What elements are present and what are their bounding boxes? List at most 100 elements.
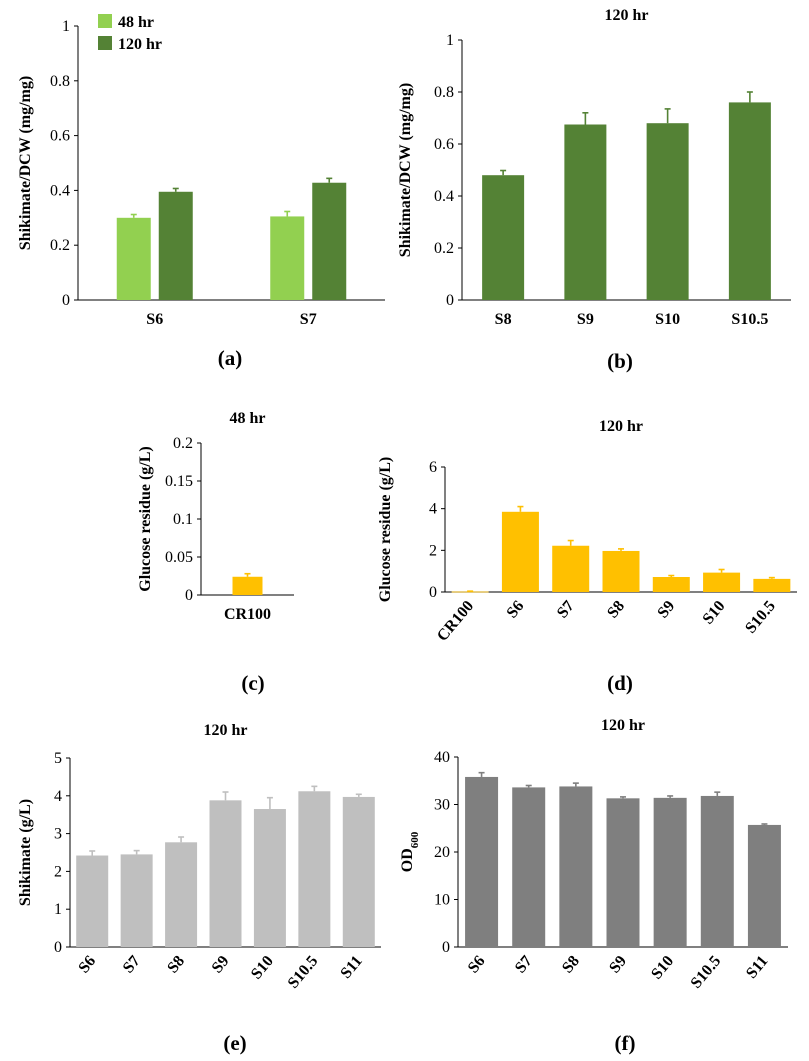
x-category-label: S9 (577, 311, 594, 328)
x-category-label: S9 (654, 598, 678, 622)
bar (646, 123, 689, 300)
bar (559, 786, 593, 947)
bar (165, 842, 198, 947)
bar (270, 216, 305, 300)
legend-label: 120 hr (118, 36, 162, 53)
x-category-label: S6 (75, 953, 99, 977)
x-category-label: S11 (743, 953, 771, 982)
y-tick-label: 3 (54, 826, 62, 843)
bar (120, 854, 153, 947)
x-category-label: S6 (504, 598, 528, 622)
x-category-label: S10 (655, 311, 680, 328)
bar (298, 791, 331, 947)
y-tick-label: 0 (62, 292, 70, 309)
bar (564, 124, 607, 300)
y-tick-label: 1 (446, 32, 454, 49)
y-tick-label: 4 (429, 501, 437, 518)
y-tick-label: 2 (54, 863, 62, 880)
y-tick-label: 0.2 (173, 435, 193, 452)
x-category-label: S6 (146, 311, 163, 328)
x-category-label: S8 (164, 953, 188, 977)
panel-label: (c) (241, 671, 264, 695)
chart-panel-e: 120 hr 0 1 2 3 4 5 Shikimate (g/L) S6 S7 S8 S9 S10 S1… (17, 722, 381, 1055)
y-tick-label: 10 (434, 892, 450, 909)
y-tick-label: 0.8 (434, 84, 454, 101)
bar (700, 795, 734, 947)
panel-label: (b) (607, 349, 633, 373)
y-axis-label: Glucose residue (g/L) (377, 457, 394, 602)
x-category-label: S10 (648, 953, 677, 983)
chart-title: 48 hr (230, 410, 266, 427)
y-tick-label: 0.6 (50, 128, 70, 145)
legend-swatch (98, 36, 112, 50)
y-axis-label: Shikimate/DCW (mg/mg) (17, 76, 34, 250)
y-tick-label: 0 (429, 584, 437, 601)
chart-title: 120 hr (605, 7, 649, 24)
y-tick-label: 30 (434, 797, 450, 814)
bar (482, 175, 525, 300)
y-tick-label: 0.6 (434, 136, 454, 153)
bar (253, 809, 286, 947)
bar (512, 787, 546, 947)
bar (158, 191, 193, 300)
x-category-label: S10.5 (688, 953, 725, 992)
bar (312, 182, 347, 300)
y-tick-label: 0.1 (173, 511, 193, 528)
y-axis-label: Glucose residue (g/L) (137, 446, 154, 591)
bar (76, 855, 109, 947)
x-category-label: S9 (209, 953, 233, 977)
x-category-label: S11 (337, 953, 365, 982)
bar (753, 578, 791, 592)
chart-title: 120 hr (601, 717, 645, 734)
chart-title: 120 hr (599, 418, 643, 435)
panel-label: (a) (218, 346, 243, 370)
y-axis-label: OD600 (399, 831, 421, 872)
x-category-label: S8 (604, 598, 628, 622)
bar (465, 776, 499, 947)
x-category-label: S6 (465, 953, 489, 977)
y-tick-label: 40 (434, 749, 450, 766)
y-tick-label: 5 (54, 750, 62, 767)
chart-panel-f: 120 hr 0 10 20 30 40 OD600 S6 S7 S8 S9 S10 S10.5 S11 (… (399, 717, 788, 1055)
x-category-label: CR100 (434, 598, 477, 645)
y-tick-label: 0.2 (50, 237, 70, 254)
y-tick-label: 6 (429, 459, 437, 476)
x-category-label: S8 (559, 953, 583, 977)
y-axis-label: Shikimate/DCW (mg/mg) (397, 83, 414, 257)
x-category-label: S10.5 (731, 311, 768, 328)
legend-label: 48 hr (118, 14, 154, 31)
bar (703, 572, 741, 592)
y-tick-label: 1 (62, 18, 70, 35)
bar (652, 577, 690, 592)
bar (728, 102, 771, 301)
y-tick-label: 4 (54, 788, 62, 805)
y-tick-label: 0.8 (50, 73, 70, 90)
y-axis-label-subscript: 600 (409, 831, 421, 848)
x-category-label: S7 (300, 311, 317, 328)
x-category-label: S10.5 (285, 953, 322, 992)
bar (602, 550, 640, 592)
x-category-label: S9 (606, 953, 630, 977)
y-axis-label: Shikimate (g/L) (17, 799, 34, 906)
x-category-label: S7 (512, 953, 536, 977)
chart-panel-d: 120 hr 0 2 4 6 Glucose residue (g/L) CR100 S6 S7… (377, 418, 797, 695)
bar (116, 217, 151, 300)
y-tick-label: 0.2 (434, 240, 454, 257)
y-tick-label: 0 (446, 292, 454, 309)
bar (342, 796, 375, 947)
y-tick-label: 2 (429, 542, 437, 559)
panel-label: (e) (223, 1031, 246, 1055)
y-tick-label: 0.4 (434, 188, 454, 205)
y-tick-label: 20 (434, 844, 450, 861)
y-tick-label: 0.4 (50, 182, 70, 199)
y-tick-label: 1 (54, 901, 62, 918)
x-category-label: S7 (554, 598, 578, 622)
bar (232, 576, 263, 595)
bar (653, 797, 687, 947)
y-tick-label: 0 (54, 939, 62, 956)
bar (451, 591, 489, 593)
x-category-label: S10 (248, 953, 277, 983)
bar (501, 511, 539, 592)
x-category-label: S7 (120, 953, 144, 977)
x-category-label: S10 (700, 598, 729, 628)
